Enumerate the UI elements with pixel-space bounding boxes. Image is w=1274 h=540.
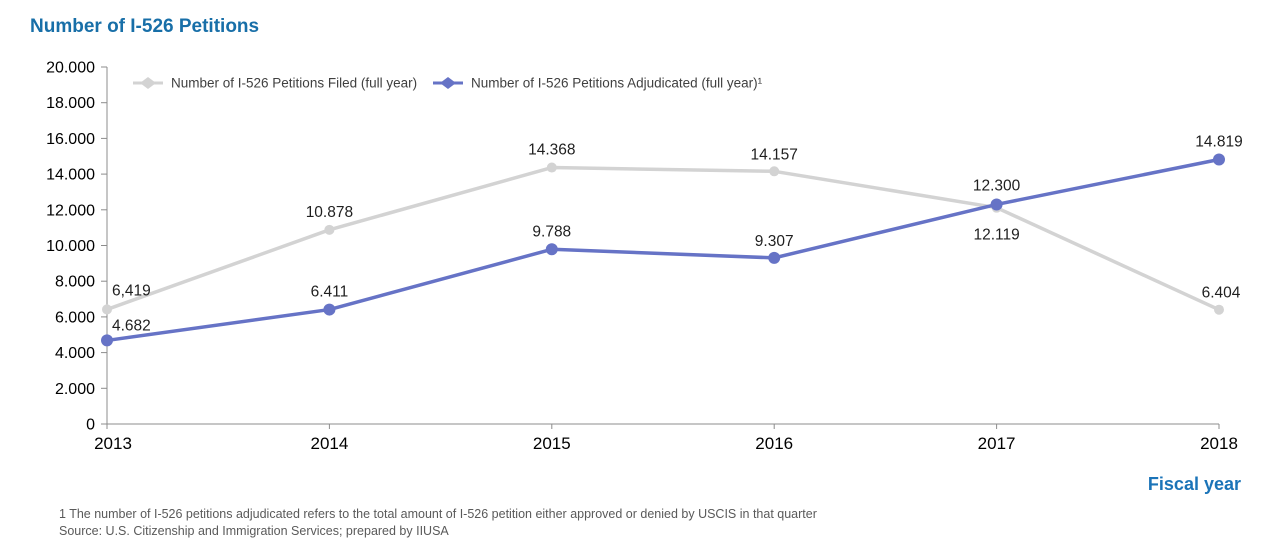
series-line <box>105 165 1221 312</box>
legend: Number of I-526 Petitions Filed (full ye… <box>133 76 763 91</box>
x-axis: 2013 2014 2015 2016 2017 2018 <box>94 424 1238 453</box>
data-label: 14.368 <box>528 142 575 159</box>
chart-title: Number of I-526 Petitions <box>30 16 260 37</box>
y-tick-label: 14.000 <box>46 167 95 184</box>
legend-label: Number of I-526 Petitions Adjudicated (f… <box>471 76 763 91</box>
x-tick-label: 2014 <box>310 434 348 453</box>
data-label: 14.157 <box>750 146 797 163</box>
legend-diamond-icon <box>140 77 156 89</box>
data-label: 9.307 <box>755 233 794 250</box>
data-label: 9.788 <box>532 223 571 240</box>
data-point <box>101 334 113 347</box>
y-tick-label: 8.000 <box>55 274 95 291</box>
data-point <box>990 198 1003 211</box>
data-point <box>1214 304 1224 315</box>
y-tick-label: 12.000 <box>46 202 95 219</box>
y-axis: 0 2.000 4.000 6.000 8.000 10.000 12.000 14.000 1… <box>46 60 107 434</box>
data-label: 6.411 <box>311 284 349 301</box>
data-label: 12.300 <box>973 177 1021 194</box>
y-tick-label: 2.000 <box>55 381 95 398</box>
y-tick-label: 18.000 <box>46 95 95 112</box>
y-tick-label: 20.000 <box>46 60 95 77</box>
x-tick-label: 2015 <box>533 434 571 453</box>
series-line <box>105 157 1221 343</box>
y-tick-label: 6.000 <box>55 309 95 326</box>
y-tick-label: 0 <box>86 417 95 434</box>
data-labels: 6,419 10.878 14.368 14.157 12.119 6.404 4.682 6… <box>112 133 1243 334</box>
series-filed <box>102 162 1224 315</box>
data-label: 4.682 <box>112 317 151 334</box>
data-label: 6.404 <box>1202 285 1241 302</box>
data-point <box>545 243 558 256</box>
data-point <box>768 251 781 264</box>
legend-item: Number of I-526 Petitions Adjudicated (f… <box>433 76 763 91</box>
y-tick-label: 16.000 <box>46 131 95 148</box>
axes <box>106 67 1219 425</box>
y-tick-label: 4.000 <box>55 345 95 362</box>
data-label: 14.819 <box>1195 133 1242 150</box>
y-tick-label: 10.000 <box>46 238 95 255</box>
x-axis-title: Fiscal year <box>1147 474 1241 494</box>
legend-diamond-icon <box>440 77 456 89</box>
data-point <box>1213 153 1225 166</box>
legend-label: Number of I-526 Petitions Filed (full ye… <box>171 76 417 91</box>
source-note: Source: U.S. Citizenship and Immigration… <box>59 524 449 538</box>
legend-item: Number of I-526 Petitions Filed (full ye… <box>133 76 417 91</box>
data-label: 10.878 <box>306 204 353 221</box>
x-tick-label: 2013 <box>94 434 132 453</box>
x-tick-label: 2017 <box>978 434 1016 453</box>
data-point <box>323 303 336 316</box>
data-point <box>324 224 335 235</box>
x-tick-label: 2018 <box>1200 434 1238 453</box>
data-label: 12.119 <box>973 227 1019 244</box>
data-label: 6,419 <box>112 282 151 299</box>
data-point <box>546 162 557 173</box>
footnote-1: 1 The number of I-526 petitions adjudica… <box>59 507 817 521</box>
series-adjudicated <box>101 153 1225 347</box>
x-tick-label: 2016 <box>755 434 793 453</box>
data-point <box>769 166 780 177</box>
data-point <box>102 304 112 315</box>
